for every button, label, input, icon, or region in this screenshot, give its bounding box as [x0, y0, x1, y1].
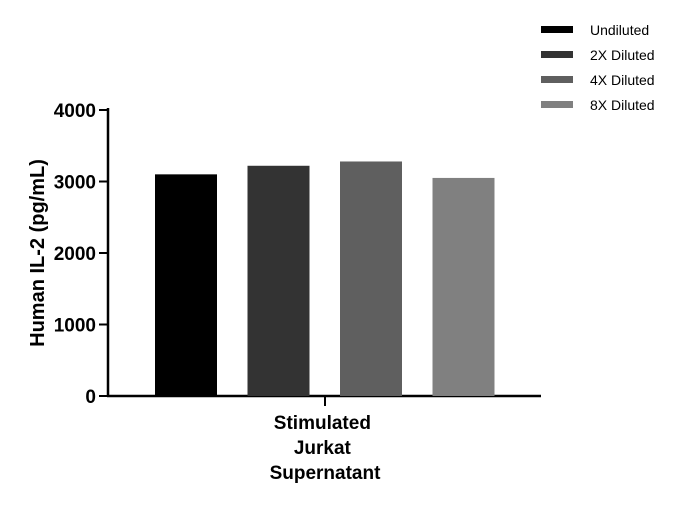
bar-undiluted — [155, 174, 217, 396]
legend: Undiluted 2X Diluted 4X Diluted 8X Diluted — [541, 22, 655, 113]
y-axis-label: Human IL-2 (pg/mL) — [27, 159, 49, 347]
y-tick-label: 4000 — [54, 101, 96, 122]
x-category-line-2: Jurkat — [294, 438, 352, 459]
legend-label: 8X Diluted — [590, 97, 655, 113]
legend-swatch — [541, 101, 573, 108]
bar-8x-diluted — [432, 177, 495, 396]
y-tick-label: 0 — [85, 387, 96, 408]
legend-label: 2X Diluted — [590, 47, 655, 63]
legend-swatch — [541, 51, 573, 58]
x-category-line-3: Supernatant — [270, 463, 382, 484]
x-category-label: Stimulated Jurkat Supernatant — [270, 413, 382, 484]
x-category-line-1: Stimulated — [274, 413, 371, 434]
bars — [155, 161, 495, 396]
legend-swatch — [541, 76, 573, 83]
legend-label: 4X Diluted — [590, 72, 655, 88]
bar-4x-diluted — [340, 161, 402, 396]
y-tick-label: 2000 — [54, 244, 96, 265]
y-tick-label: 1000 — [54, 316, 96, 337]
legend-swatch — [541, 26, 573, 33]
bar-2x-diluted — [247, 165, 310, 396]
y-tick-label: 3000 — [54, 173, 96, 194]
legend-label: Undiluted — [590, 22, 649, 38]
y-ticks: 0 1000 2000 3000 4000 — [54, 101, 108, 408]
